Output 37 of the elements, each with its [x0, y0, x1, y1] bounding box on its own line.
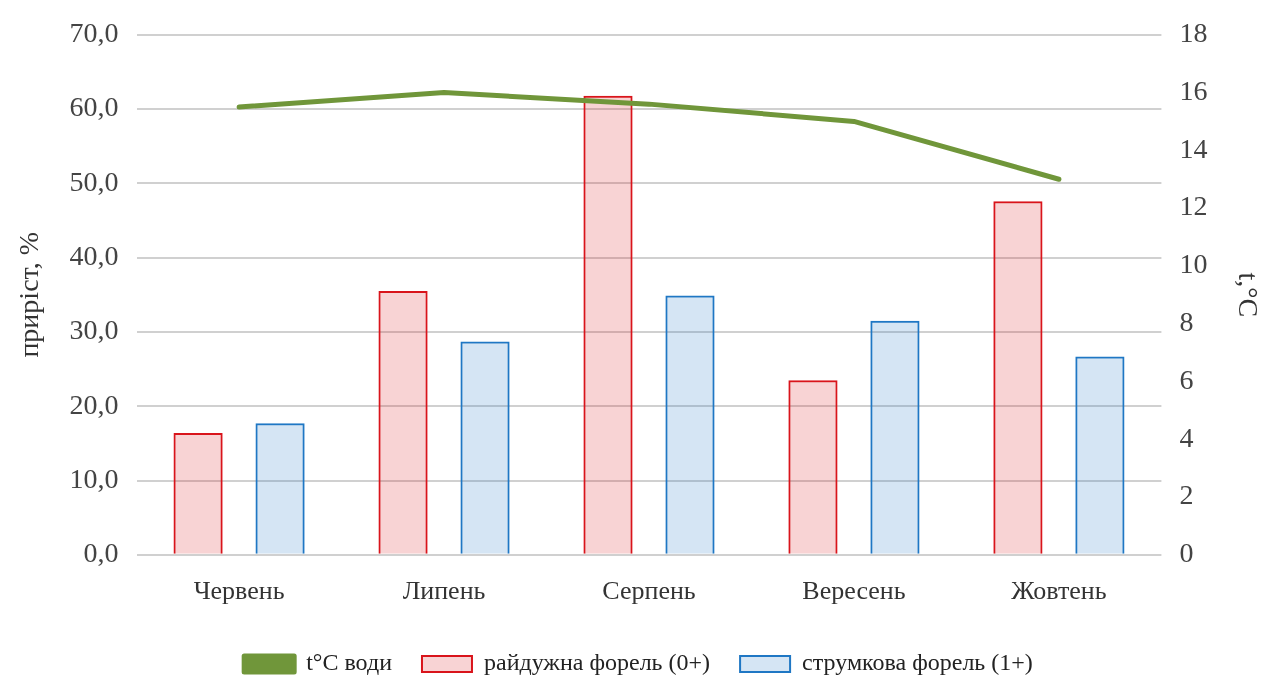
- y-tick-label: 30,0: [69, 314, 119, 346]
- y2-tick-label: 14: [1179, 132, 1208, 164]
- bar: [255, 423, 305, 554]
- legend-label: струмкова форель (1+): [802, 649, 1033, 676]
- legend-label: райдужна форель (0+): [483, 649, 711, 676]
- y-tick-label: 20,0: [69, 388, 119, 420]
- y2-tick-label: 4: [1179, 421, 1194, 453]
- bar: [173, 432, 223, 554]
- y2-tick-label: 0: [1179, 537, 1194, 569]
- x-tick-label: Жовтень: [1011, 576, 1107, 606]
- y2-tick-label: 16: [1179, 74, 1208, 106]
- x-tick-label: Липень: [402, 576, 486, 606]
- y2-tick-label: 2: [1179, 479, 1194, 511]
- y2-tick-label: 10: [1179, 248, 1208, 280]
- y2-axis-title: t,°C: [1232, 272, 1264, 318]
- y-tick-label: 60,0: [69, 91, 119, 123]
- bar: [460, 341, 510, 554]
- bar: [993, 201, 1043, 554]
- y-tick-label: 10,0: [69, 462, 119, 494]
- x-tick-label: Червень: [193, 576, 285, 606]
- y2-tick-label: 12: [1179, 190, 1208, 222]
- y-tick-label: 40,0: [69, 240, 119, 272]
- y2-tick-label: 8: [1179, 306, 1194, 338]
- y-tick-label: 50,0: [69, 165, 119, 197]
- x-tick-label: Вересень: [802, 576, 906, 606]
- y-tick-label: 0,0: [83, 537, 119, 569]
- bar: [870, 320, 920, 554]
- y-axis-title: приріст, %: [13, 231, 45, 358]
- y2-tick-label: 18: [1179, 17, 1208, 49]
- bar: [665, 295, 715, 554]
- bar: [788, 380, 838, 554]
- y2-tick-label: 6: [1179, 363, 1194, 395]
- x-tick-label: Серпень: [602, 576, 696, 606]
- bar: [1075, 356, 1125, 554]
- y-tick-label: 70,0: [69, 17, 119, 49]
- legend-label: t°C води: [306, 649, 393, 676]
- bar: [378, 291, 428, 554]
